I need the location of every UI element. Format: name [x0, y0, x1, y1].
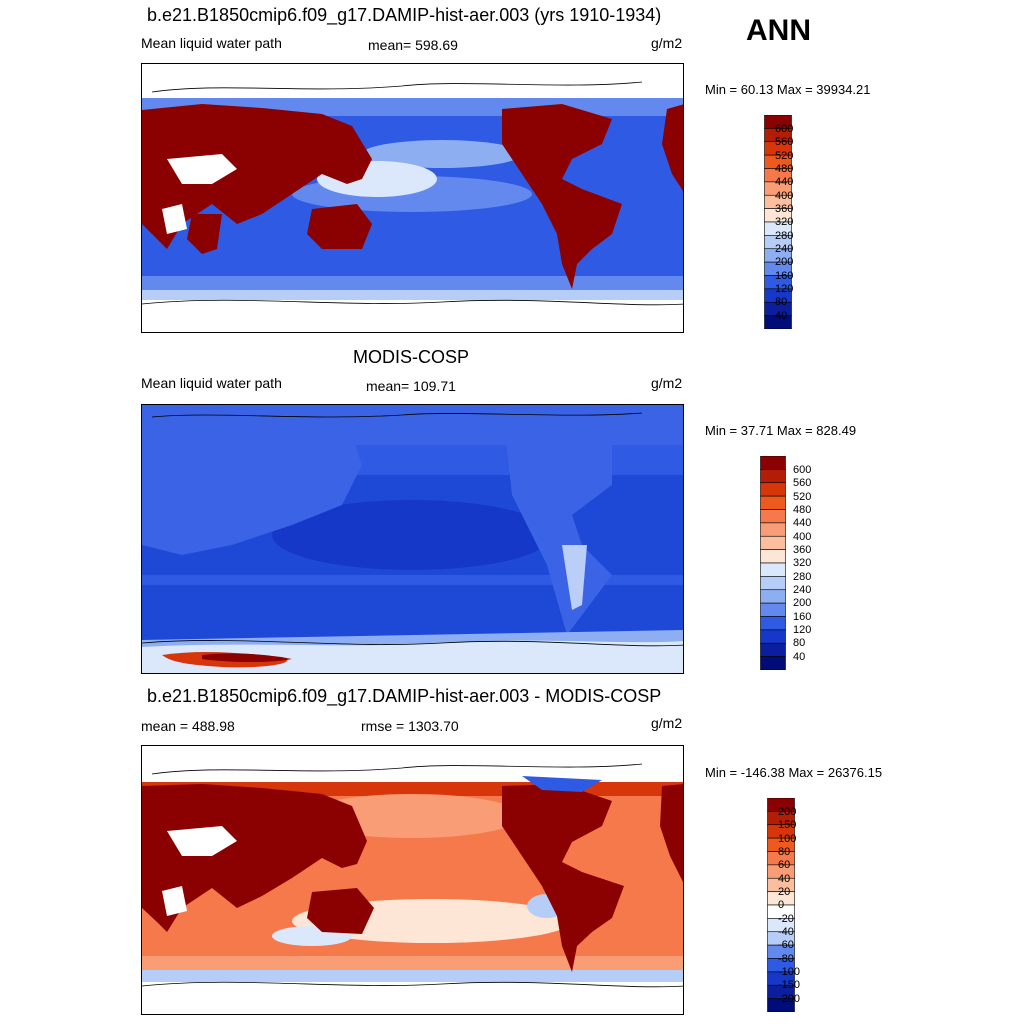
panel-2-cbar-label: 400 [793, 531, 812, 543]
colorbar-swatch [760, 522, 786, 537]
panel-3-cbar-label: 100 [778, 833, 797, 845]
colorbar-swatch [760, 642, 786, 657]
panel-1-cbar-label: 480 [775, 163, 794, 175]
panel-1-cbar-label: 40 [775, 310, 788, 322]
panel-2-mean-label: mean= 109.71 [366, 378, 456, 394]
panel-2-cbar-label: 200 [793, 597, 812, 609]
colorbar-swatch [760, 562, 786, 577]
panel-1-cbar-label: 560 [775, 136, 794, 148]
panel-3-cbar-label: -200 [778, 993, 801, 1005]
panel-1-cbar-label: 280 [775, 230, 794, 242]
panel-3-cbar-label: -40 [778, 926, 794, 938]
panel-1-cbar-label: 400 [775, 190, 794, 202]
colorbar-swatch [760, 495, 786, 510]
panel-1-cbar-label: 520 [775, 150, 794, 162]
season-label: ANN [746, 14, 811, 47]
colorbar-swatch [760, 549, 786, 564]
panel-2-cbar-label: 280 [793, 571, 812, 583]
panel-3-cbar-label: 200 [778, 806, 797, 818]
panel-3-cbar-label: 60 [778, 859, 791, 871]
panel-3-cbar-label: -100 [778, 966, 801, 978]
panel-1-cbar-label: 320 [775, 216, 794, 228]
colorbar-swatch [760, 616, 786, 631]
panel-2-minmax: Min = 37.71 Max = 828.49 [705, 423, 857, 438]
colorbar-swatch [760, 589, 786, 604]
panel-1-title: b.e21.B1850cmip6.f09_g17.DAMIP-hist-aer.… [147, 5, 662, 25]
panel-2-units: g/m2 [651, 375, 683, 391]
colorbar-swatch [767, 998, 795, 1012]
panel-3-rmse-label: rmse = 1303.70 [361, 718, 459, 734]
panel-2-cbar-label: 520 [793, 491, 812, 503]
panel-2-cbar-label: 80 [793, 637, 806, 649]
panel-3-cbar-label: 40 [778, 873, 791, 885]
panel-2-map [141, 404, 684, 674]
panel-1-cbar-label: 200 [775, 256, 794, 268]
panel-1-map [141, 63, 684, 333]
panel-2-cbar-label: 120 [793, 624, 812, 636]
panel-1-mean-label: mean= 598.69 [368, 37, 458, 53]
panel-1-cbar-label: 160 [775, 270, 794, 282]
panel-1-units: g/m2 [651, 35, 683, 51]
panel-1-left-label: Mean liquid water path [141, 35, 282, 51]
panel-1-cbar-label: 80 [775, 296, 788, 308]
panel-3-left-label: mean = 488.98 [141, 718, 235, 734]
panel-1-cbar-label: 440 [775, 176, 794, 188]
colorbar-swatch [760, 602, 786, 617]
panel-2-cbar-label: 40 [793, 651, 806, 663]
colorbar-swatch [760, 576, 786, 591]
panel-1-cbar-label: 360 [775, 203, 794, 215]
panel-3-cbar-label: 20 [778, 886, 791, 898]
colorbar-swatch [760, 509, 786, 524]
panel-3-cbar-label: 0 [778, 899, 785, 911]
panel-2-left-label: Mean liquid water path [141, 375, 282, 391]
colorbar-swatch [760, 535, 786, 550]
panel-2-cbar-label: 320 [793, 557, 812, 569]
colorbar-swatch [760, 482, 786, 497]
panel-2-cbar-label: 240 [793, 584, 812, 596]
panel-1-cbar-label: 600 [775, 123, 794, 135]
panel-2-cbar-label: 160 [793, 611, 812, 623]
panel-1-minmax: Min = 60.13 Max = 39934.21 [705, 82, 871, 97]
panel-3-cbar-label: 80 [778, 846, 791, 858]
panel-3-minmax: Min = -146.38 Max = 26376.15 [705, 765, 883, 780]
colorbar-swatch [760, 656, 786, 670]
panel-1-cbar-label: 120 [775, 283, 794, 295]
panel-2-cbar-label: 360 [793, 544, 812, 556]
colorbar-swatch [760, 456, 786, 470]
panel-3-title: b.e21.B1850cmip6.f09_g17.DAMIP-hist-aer.… [147, 686, 662, 706]
colorbar-swatch [760, 469, 786, 484]
panel-3-units: g/m2 [651, 715, 683, 731]
panel-3-cbar-label: -20 [778, 913, 794, 925]
panel-2-cbar-label: 600 [793, 464, 812, 476]
panel-2-title: MODIS-COSP [353, 347, 470, 367]
panel-2-cbar-label: 560 [793, 477, 812, 489]
colorbar-swatch [764, 315, 792, 329]
panel-3-map [141, 745, 684, 1015]
panel-3-cbar-label: -150 [778, 979, 801, 991]
panel-3-cbar-label: -60 [778, 939, 794, 951]
panel-3-cbar-label: -80 [778, 953, 794, 965]
panel-3-cbar-label: 150 [778, 819, 797, 831]
panel-1-cbar-label: 240 [775, 243, 794, 255]
panel-2-cbar-label: 440 [793, 517, 812, 529]
panel-2-cbar-label: 480 [793, 504, 812, 516]
colorbar-swatch [760, 629, 786, 644]
